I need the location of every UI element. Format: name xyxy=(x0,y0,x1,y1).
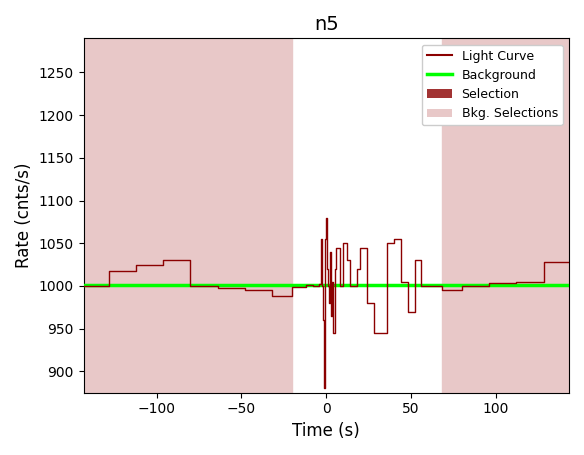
Bar xyxy=(442,38,569,393)
Y-axis label: Rate (cnts/s): Rate (cnts/s) xyxy=(15,163,33,268)
Bar xyxy=(84,38,293,393)
Title: n5: n5 xyxy=(314,15,339,34)
X-axis label: Time (s): Time (s) xyxy=(293,422,360,440)
Legend: Light Curve, Background, Selection, Bkg. Selections: Light Curve, Background, Selection, Bkg.… xyxy=(422,45,563,125)
